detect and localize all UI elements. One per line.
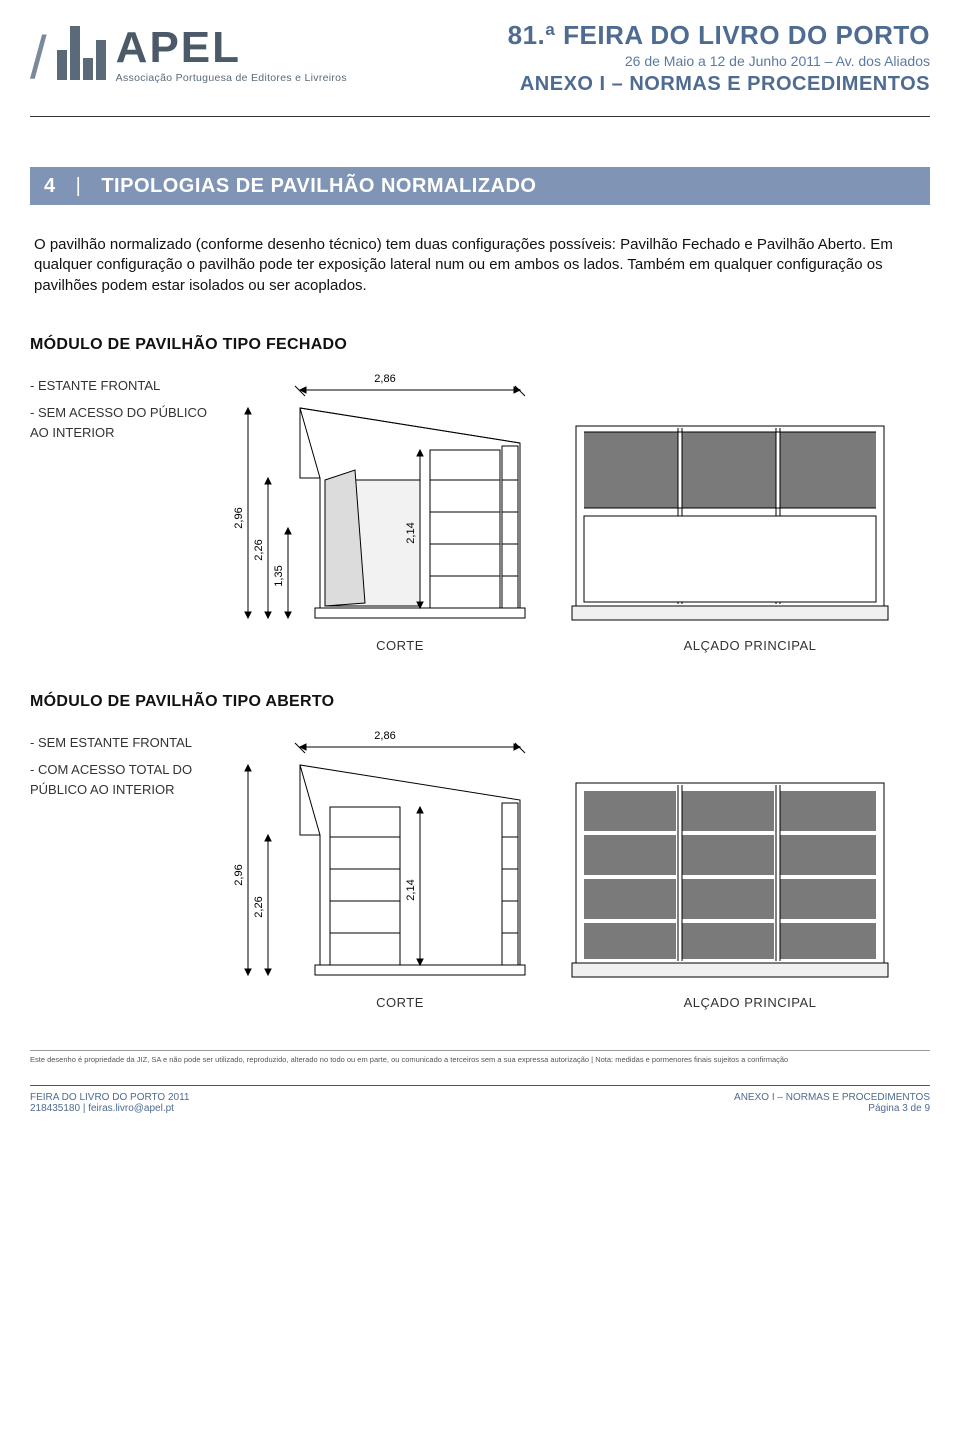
title-block: 81.ª FEIRA DO LIVRO DO PORTO 26 de Maio … bbox=[508, 20, 930, 96]
disclaimer-text: Este desenho é propriedade da JIZ, SA e … bbox=[30, 1050, 930, 1065]
figure-closed: MÓDULO DE PAVILHÃO TIPO FECHADO - ESTANT… bbox=[30, 336, 930, 653]
dim-inner: 2,14 bbox=[405, 522, 417, 543]
caption-corte: CORTE bbox=[230, 995, 570, 1010]
dim-h1: 2,96 bbox=[233, 864, 245, 885]
body-paragraph: O pavilhão normalizado (conforme desenho… bbox=[34, 235, 926, 296]
dim-h2: 2,26 bbox=[253, 896, 265, 917]
open-section-diagram: 2,86 bbox=[230, 725, 540, 985]
note-line: - SEM ACESSO DO PÚBLICO AO INTERIOR bbox=[30, 403, 220, 442]
dim-top: 2,86 bbox=[374, 373, 395, 385]
footer-right-1: ANEXO I – NORMAS E PROCEDIMENTOS bbox=[734, 1092, 930, 1103]
logo-name: APEL bbox=[116, 26, 347, 70]
note-line: - COM ACESSO TOTAL DO PÚBLICO AO INTERIO… bbox=[30, 760, 220, 799]
section-number: 4 bbox=[44, 175, 56, 198]
logo-bar bbox=[57, 50, 67, 80]
caption-alcado: ALÇADO PRINCIPAL bbox=[570, 995, 930, 1010]
caption-corte: CORTE bbox=[230, 638, 570, 653]
logo-block: / APEL Associação Portuguesa de Editores… bbox=[30, 20, 347, 88]
logo-bar bbox=[83, 58, 93, 80]
dim-inner: 2,14 bbox=[405, 879, 417, 900]
logo-slash: / bbox=[30, 28, 47, 88]
note-line: - ESTANTE FRONTAL bbox=[30, 376, 220, 396]
document-header: / APEL Associação Portuguesa de Editores… bbox=[30, 20, 930, 117]
figure-open-notes: - SEM ESTANTE FRONTAL - COM ACESSO TOTAL… bbox=[30, 725, 220, 808]
logo-subtitle: Associação Portuguesa de Editores e Livr… bbox=[116, 72, 347, 84]
section-separator: | bbox=[76, 175, 82, 198]
dim-h2: 2,26 bbox=[253, 539, 265, 560]
caption-alcado: ALÇADO PRINCIPAL bbox=[570, 638, 930, 653]
dim-top: 2,86 bbox=[374, 730, 395, 742]
open-elevation-diagram bbox=[570, 725, 890, 985]
dim-h1: 2,96 bbox=[233, 507, 245, 528]
dim-h3: 1,35 bbox=[273, 565, 285, 586]
figure-open-title: MÓDULO DE PAVILHÃO TIPO ABERTO bbox=[30, 693, 930, 711]
logo-bar bbox=[96, 40, 106, 80]
document-title: 81.ª FEIRA DO LIVRO DO PORTO bbox=[508, 20, 930, 51]
page-footer: FEIRA DO LIVRO DO PORTO 2011 218435180 |… bbox=[30, 1085, 930, 1114]
footer-left-2: 218435180 | feiras.livro@apel.pt bbox=[30, 1103, 190, 1114]
closed-elevation-diagram bbox=[570, 368, 890, 628]
figure-open: MÓDULO DE PAVILHÃO TIPO ABERTO - SEM EST… bbox=[30, 693, 930, 1010]
section-heading-bar: 4 | TIPOLOGIAS DE PAVILHÃO NORMALIZADO bbox=[30, 167, 930, 205]
footer-left-1: FEIRA DO LIVRO DO PORTO 2011 bbox=[30, 1092, 190, 1103]
document-annex: ANEXO I – NORMAS E PROCEDIMENTOS bbox=[508, 73, 930, 96]
logo-bar bbox=[70, 26, 80, 80]
note-line: - SEM ESTANTE FRONTAL bbox=[30, 733, 220, 753]
figure-closed-notes: - ESTANTE FRONTAL - SEM ACESSO DO PÚBLIC… bbox=[30, 368, 220, 451]
document-date: 26 de Maio a 12 de Junho 2011 – Av. dos … bbox=[508, 53, 930, 69]
footer-right-2: Página 3 de 9 bbox=[734, 1103, 930, 1114]
figure-closed-title: MÓDULO DE PAVILHÃO TIPO FECHADO bbox=[30, 336, 930, 354]
closed-section-diagram: 2,86 bbox=[230, 368, 540, 628]
section-title: TIPOLOGIAS DE PAVILHÃO NORMALIZADO bbox=[101, 175, 536, 198]
logo-bars-icon bbox=[57, 26, 106, 80]
